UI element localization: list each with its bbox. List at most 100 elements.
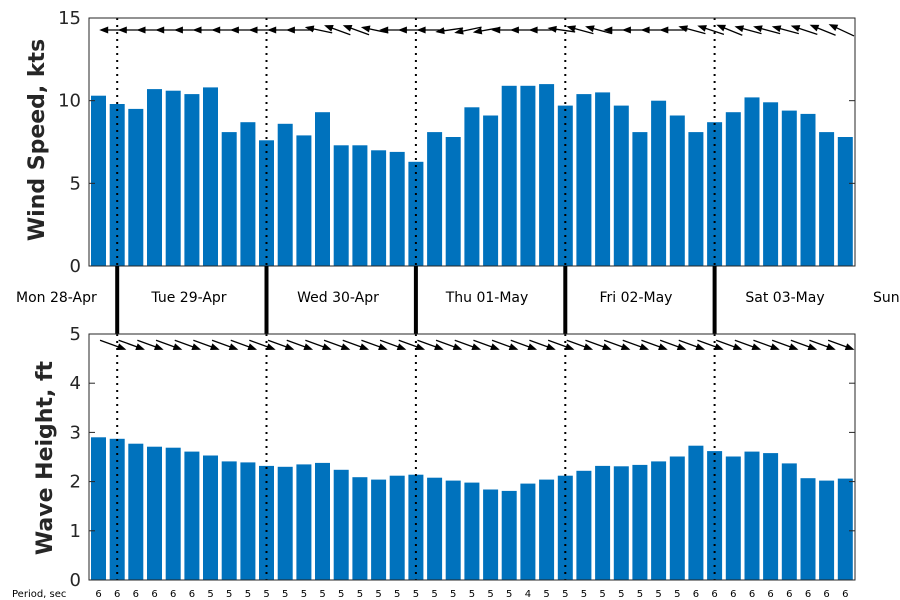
wind-bar-38 [800, 113, 816, 267]
wave-bar-7 [221, 461, 237, 580]
wave-bar-6 [203, 455, 218, 580]
period-value-19: 5 [450, 589, 456, 600]
wave-ytick-label-0: 0 [70, 570, 81, 591]
wave-arrow-14 [342, 339, 370, 350]
wind-ytick-label-0: 0 [70, 256, 81, 277]
wind-arrow-20 [454, 26, 482, 35]
period-value-20: 5 [469, 589, 475, 600]
wave-bar-18 [427, 477, 443, 580]
wind-bar-4 [165, 90, 181, 266]
wave-arrow-3 [137, 339, 164, 350]
period-value-23: 4 [525, 589, 531, 600]
period-value-39: 6 [823, 589, 829, 600]
wave-arrow-21 [473, 339, 500, 350]
wave-arrow-30 [641, 339, 668, 350]
wind-bar-37 [781, 110, 797, 266]
wind-ytick-label-3: 15 [58, 8, 81, 29]
wind-bar-17 [408, 161, 424, 266]
wave-bar-19 [445, 480, 461, 580]
wave-bar-5 [184, 451, 200, 580]
wave-arrow-33 [697, 339, 724, 350]
wind-bar-32 [688, 132, 704, 266]
wave-bar-26 [576, 470, 592, 580]
wave-arrow-36 [753, 339, 780, 350]
wave-bar-8 [240, 462, 256, 580]
wave-arrow-4 [155, 339, 183, 350]
wind-bar-9 [259, 140, 274, 266]
period-value-10: 5 [282, 589, 288, 600]
wave-bar-32 [688, 445, 704, 580]
day-label-5: Sat 03-May [745, 290, 824, 306]
wind-bar-18 [427, 132, 443, 266]
wind-arrow-14 [342, 25, 370, 36]
wind-arrow-35 [734, 25, 762, 35]
wind-bar-35 [744, 97, 760, 267]
wave-panel: 0 1 2 3 4 5 Wave Height, ft [33, 324, 856, 591]
wind-bar-8 [240, 122, 256, 266]
period-value-32: 6 [693, 589, 699, 600]
wind-bar-7 [221, 132, 237, 266]
period-value-26: 5 [581, 589, 587, 600]
period-value-8: 5 [245, 589, 251, 600]
wave-bar-34 [725, 456, 741, 580]
wave-ytick-label-3: 3 [70, 422, 81, 443]
wave-bar-9 [259, 465, 274, 580]
wave-arrow-11 [286, 339, 314, 350]
wind-arrow-13 [324, 25, 351, 36]
period-value-0: 6 [95, 589, 101, 600]
wind-bar-2 [128, 108, 144, 267]
wind-y-axis-title: Wind Speed, kts [25, 39, 50, 241]
wave-ytick-label-1: 1 [70, 521, 81, 542]
wave-arrow-28 [603, 339, 631, 350]
wind-direction-arrows [99, 24, 855, 37]
wind-bar-12 [315, 112, 330, 266]
wave-bar-20 [464, 482, 480, 580]
wind-bar-11 [296, 135, 312, 266]
wave-y-axis-title: Wave Height, ft [33, 360, 58, 555]
wind-arrow-27 [585, 25, 613, 35]
wave-bar-33 [707, 451, 723, 580]
wind-bar-5 [184, 94, 200, 266]
period-value-1: 6 [114, 589, 120, 600]
wind-bar-21 [483, 115, 499, 266]
wave-arrow-2 [118, 339, 145, 350]
wave-bar-24 [539, 479, 555, 580]
wind-bar-26 [576, 94, 592, 266]
wave-arrow-34 [715, 339, 743, 350]
wave-arrow-25 [547, 339, 575, 350]
wave-arrow-32 [678, 339, 706, 350]
wind-bar-19 [445, 137, 461, 266]
wave-bar-14 [352, 477, 368, 580]
period-value-18: 5 [431, 589, 437, 600]
wave-bar-29 [632, 464, 648, 580]
wave-arrow-5 [174, 339, 202, 350]
period-value-36: 6 [767, 589, 773, 600]
wave-height-bars [91, 437, 853, 580]
wave-bar-37 [781, 463, 797, 580]
wave-arrow-1 [99, 339, 127, 350]
wave-arrow-16 [379, 339, 407, 350]
wave-direction-arrows [99, 339, 855, 350]
wave-ytick-label-2: 2 [70, 472, 81, 493]
period-value-30: 5 [655, 589, 661, 600]
wind-plot-frame [88, 17, 856, 267]
wave-arrow-23 [510, 339, 538, 350]
wind-bar-40 [837, 137, 853, 266]
wind-ytick-label-2: 10 [58, 91, 81, 112]
wave-arrow-37 [771, 339, 799, 350]
period-row-label: Period, sec [12, 589, 66, 600]
period-value-14: 5 [357, 589, 363, 600]
period-value-13: 5 [338, 589, 344, 600]
wave-bar-36 [763, 453, 779, 580]
period-value-4: 6 [170, 589, 176, 600]
period-row: Period, sec 6 6 6 6 6 6 5 5 5 5 5 5 5 5 5 5 5 5 5 5 5 5 5 4 5 5 5 5… [12, 589, 848, 600]
wind-arrow-31 [659, 26, 688, 34]
wave-arrow-22 [491, 339, 519, 350]
wave-bar-13 [333, 469, 349, 580]
wind-arrow-19 [435, 27, 464, 35]
wave-arrow-8 [230, 339, 258, 350]
wind-bar-0 [91, 95, 106, 266]
wave-arrow-27 [585, 339, 612, 350]
period-value-2: 6 [133, 589, 139, 600]
